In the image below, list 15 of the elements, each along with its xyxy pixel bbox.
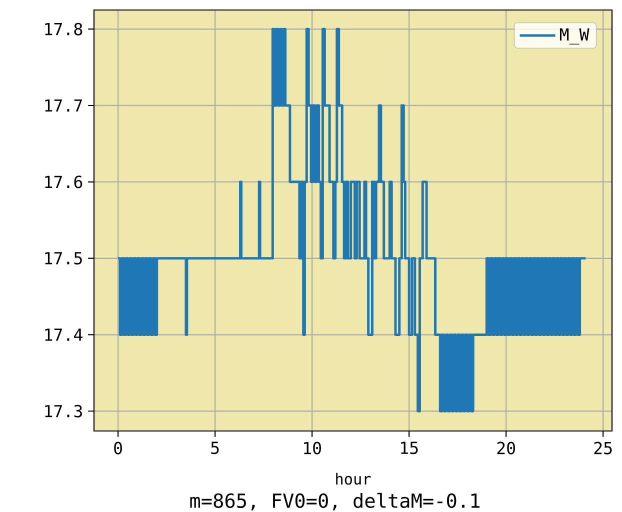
legend-label: M_W: [560, 28, 590, 44]
y-tick-label: 17.3: [45, 404, 82, 418]
x-tick-label: 5: [211, 442, 219, 454]
y-tick-label: 17.4: [45, 328, 82, 341]
x-tick-label: 15: [401, 442, 418, 454]
x-tick-label: 0: [114, 442, 122, 454]
y-tick-label: 17.6: [45, 176, 82, 188]
text: m=865, FV0=0, deltaM=-0.1: [190, 492, 480, 510]
x-tick-label: 20: [497, 442, 515, 454]
x-tick-label: 10: [304, 442, 321, 454]
y-tick-label: 17.5: [45, 252, 82, 264]
y-tick-label: 17.7: [45, 99, 82, 112]
x-axis-title: hour: [336, 472, 371, 485]
y-tick-label: 17.8: [45, 22, 82, 36]
x-tick-label: 25: [594, 442, 612, 454]
